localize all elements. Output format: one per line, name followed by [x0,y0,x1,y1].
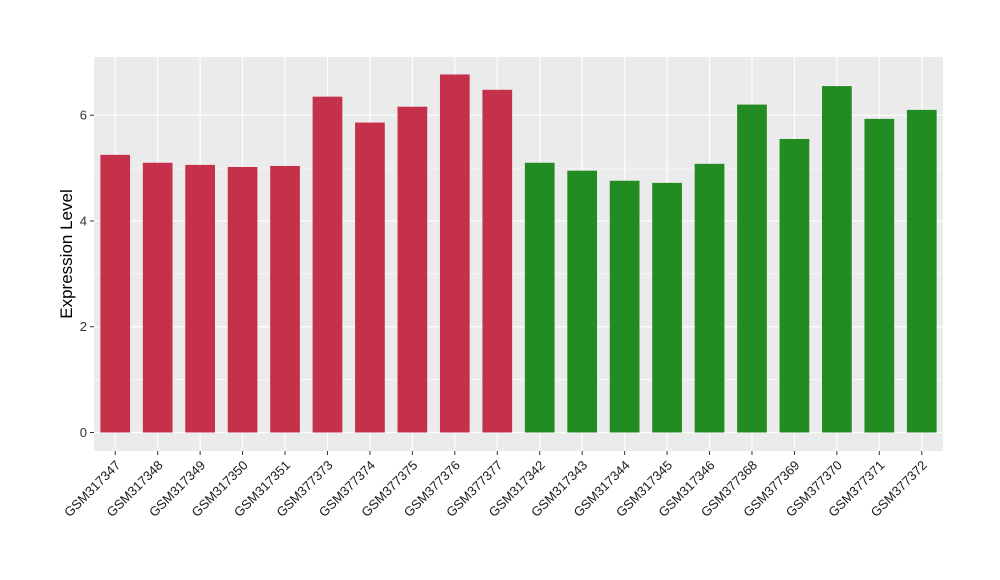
bar-GSM377376 [439,74,470,433]
bars [100,74,937,433]
y-tick-label: 2 [80,319,87,334]
bar-GSM317345 [652,182,682,433]
bar-GSM317342 [524,162,555,433]
bar-GSM317350 [227,167,258,433]
bar-GSM377371 [864,118,895,433]
y-axis: 0 2 4 6 [80,108,94,440]
bar-GSM317351 [270,165,300,433]
bar-GSM377377 [482,89,513,433]
bar-GSM317343 [567,170,598,433]
plot-panel [94,57,943,451]
y-axis-title: Expression Level [57,189,76,318]
bar-GSM377370 [822,86,852,433]
bar-GSM317346 [694,163,725,433]
bar-GSM317347 [100,154,131,433]
x-axis: GSM317347GSM317348GSM317349GSM317350GSM3… [61,451,930,520]
bar-GSM377369 [779,138,810,433]
bar-GSM317344 [609,180,640,433]
bar-GSM377374 [355,122,385,433]
y-tick-label: 4 [80,213,87,228]
bar-GSM377375 [397,106,428,433]
bar-GSM317349 [185,164,215,433]
bar-GSM377373 [312,96,343,433]
bar-GSM377372 [906,109,937,433]
bar-GSM317348 [142,162,173,433]
y-tick-label: 6 [80,108,87,123]
bar-GSM377368 [737,104,767,433]
y-tick-label: 0 [80,425,87,440]
